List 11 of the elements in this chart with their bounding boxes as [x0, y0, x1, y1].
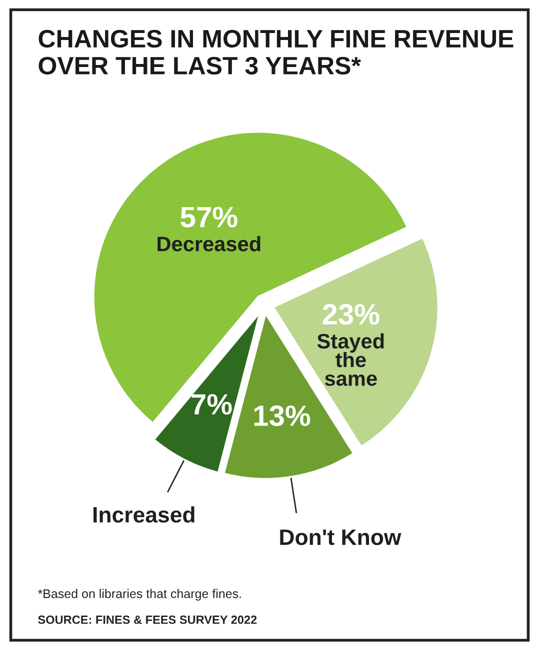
chart-title: CHANGES IN MONTHLY FINE REVENUE OVER THE LAST 3 YEARS* — [38, 30, 514, 75]
data-label: 7% — [192, 394, 232, 415]
data-label: 13% — [254, 405, 310, 426]
text: *Based on libraries that charge fines. — [38, 588, 241, 601]
slice-label: Stayed the same — [317, 333, 384, 386]
slice-label: Don't Know — [280, 530, 402, 546]
source-note: SOURCE: FINES & FEES SURVEY 2022 — [38, 616, 257, 624]
slice-label: Decreased — [158, 236, 260, 252]
data-label: 23% — [322, 304, 380, 325]
slice-label: Increased — [94, 506, 194, 523]
data-label: 57% — [180, 206, 238, 228]
